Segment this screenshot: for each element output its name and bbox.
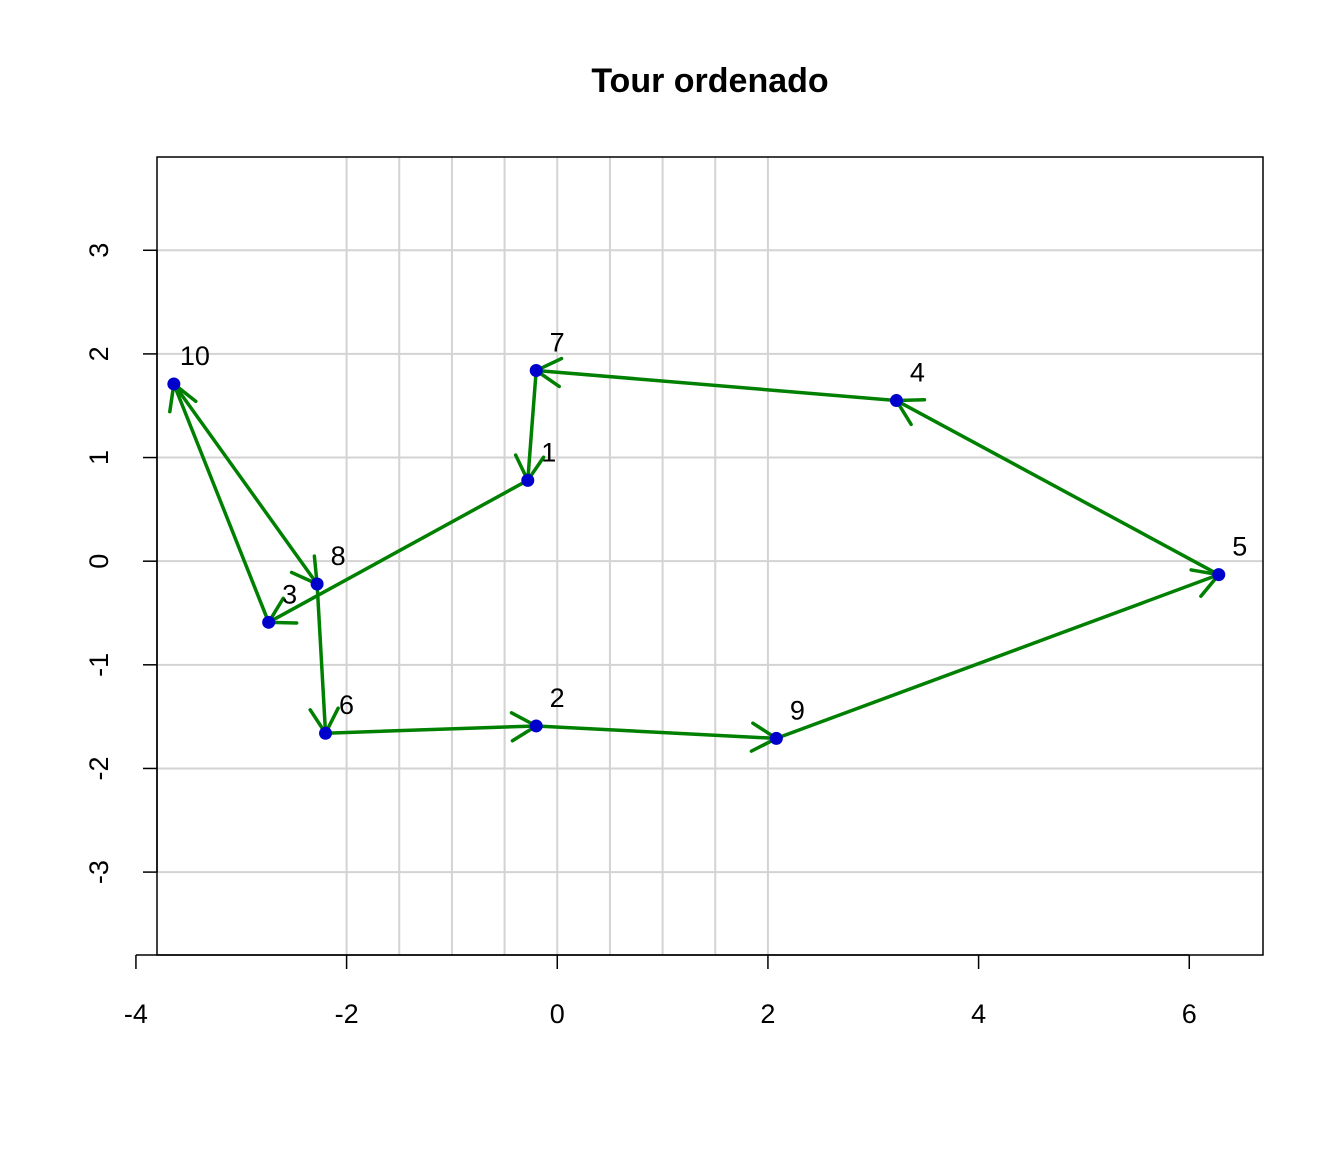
tour-point	[529, 719, 543, 733]
tour-point	[319, 726, 333, 740]
tour-segment	[172, 382, 319, 586]
point-label: 5	[1232, 532, 1247, 562]
y-tick-label: 3	[84, 243, 114, 258]
x-axis: -4 -2 0 2 4 6	[124, 954, 1197, 1029]
y-tick-label: -3	[84, 860, 114, 884]
x-tick-label: -2	[335, 999, 359, 1029]
point-label: 4	[910, 358, 925, 388]
point-label: 7	[550, 327, 565, 357]
point-label: 9	[790, 695, 805, 725]
tour-point	[521, 473, 535, 487]
point-label: 2	[550, 683, 565, 713]
tour-segment	[315, 582, 328, 735]
tour-point	[769, 731, 783, 745]
tour-point	[262, 615, 276, 629]
y-tick-label: -1	[84, 653, 114, 677]
point-labels: 1 2 3 4 5 6 7 8 9 10	[180, 327, 1247, 725]
y-tick-label: 2	[84, 346, 114, 361]
x-tick-label: -4	[124, 999, 148, 1029]
x-tick-label: 0	[550, 999, 565, 1029]
tour-segment	[774, 572, 1221, 741]
y-tick-label: 0	[84, 554, 114, 569]
tour-segment	[534, 368, 899, 403]
tour-segment	[534, 724, 779, 741]
point-label: 10	[180, 341, 210, 371]
tour-point	[167, 377, 181, 391]
tour-segment	[266, 478, 530, 625]
tour-point	[310, 577, 324, 591]
tour-arrows	[168, 356, 1223, 753]
point-label: 8	[331, 541, 346, 571]
tour-segment	[894, 398, 1221, 577]
tour-points	[167, 363, 1226, 745]
point-label: 1	[541, 437, 556, 467]
point-label: 3	[282, 579, 297, 609]
x-tick-label: 6	[1182, 999, 1197, 1029]
chart-title: Tour ordenado	[591, 62, 828, 100]
y-tick-label: -2	[84, 756, 114, 780]
tour-point	[1212, 568, 1226, 582]
y-tick-label: 1	[84, 450, 114, 465]
tour-point	[529, 363, 543, 377]
point-label: 6	[339, 690, 354, 720]
tour-segment	[526, 368, 538, 483]
x-tick-label: 4	[971, 999, 986, 1029]
tour-point	[889, 394, 903, 408]
tour-segment	[323, 724, 538, 735]
tour-segment	[172, 382, 271, 625]
y-axis: -3 -2 -1 0 1 2 3	[84, 243, 158, 884]
grid	[157, 157, 1263, 955]
x-tick-label: 2	[760, 999, 775, 1029]
